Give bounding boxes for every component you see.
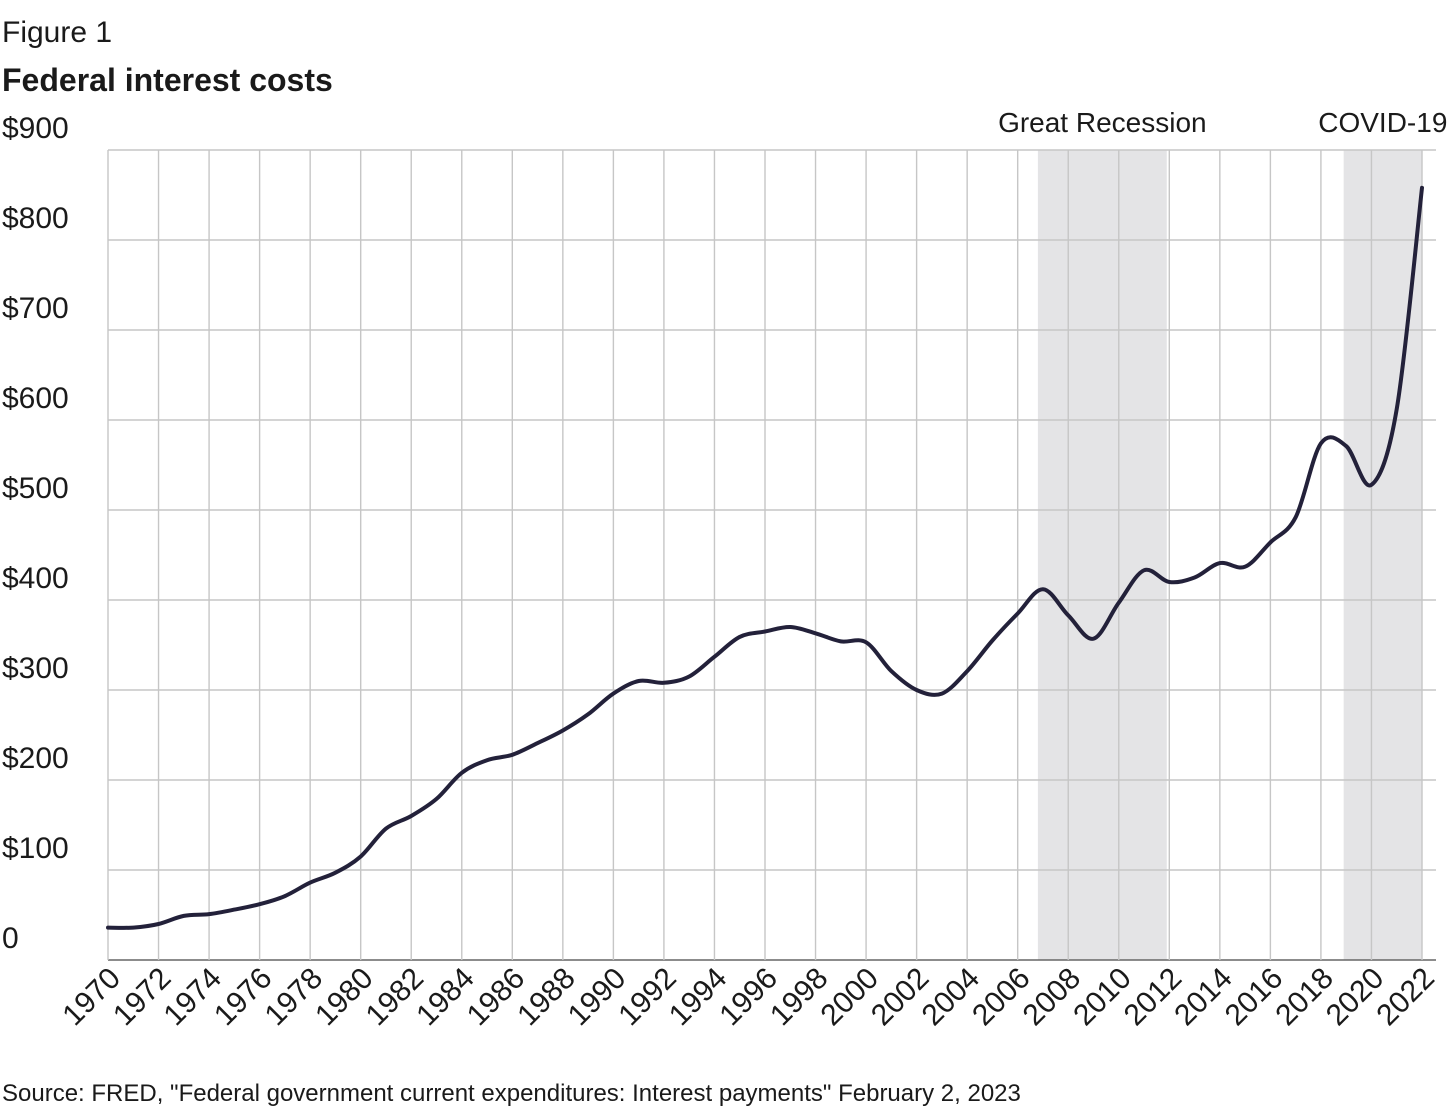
horizontal-gridlines <box>108 149 1436 961</box>
y-tick-label-300: $300 <box>2 652 69 685</box>
x-tick-label-1994: 1994 <box>663 962 734 1033</box>
y-tick-label-900: $900 <box>2 112 69 145</box>
shaded-regions <box>1037 150 1422 960</box>
x-tick-label-1986: 1986 <box>461 962 532 1033</box>
x-tick-label-1984: 1984 <box>410 962 481 1033</box>
chart-title: Federal interest costs <box>2 62 333 98</box>
x-tick-label-1972: 1972 <box>107 962 178 1033</box>
x-tick-label-2022: 2022 <box>1370 962 1441 1033</box>
vertical-gridlines <box>107 150 1423 960</box>
x-tick-label-2006: 2006 <box>966 962 1037 1033</box>
x-tick-label-1978: 1978 <box>259 962 330 1033</box>
x-tick-label-1988: 1988 <box>511 962 582 1033</box>
y-tick-label-200: $200 <box>2 742 69 775</box>
x-tick-label-2000: 2000 <box>814 962 885 1033</box>
x-tick-label-1990: 1990 <box>562 962 633 1033</box>
x-tick-label-2018: 2018 <box>1269 962 1340 1033</box>
y-tick-label-400: $400 <box>2 562 69 595</box>
x-tick-label-2008: 2008 <box>1017 962 1088 1033</box>
x-tick-label-2004: 2004 <box>916 962 987 1033</box>
y-tick-label-700: $700 <box>2 292 69 325</box>
x-tick-label-1970: 1970 <box>56 962 127 1033</box>
source-note: Source: FRED, "Federal government curren… <box>2 1080 1021 1107</box>
x-axis-tick-labels: 1970197219741976197819801982198419861988… <box>56 962 1441 1033</box>
x-tick-label-1976: 1976 <box>208 962 279 1033</box>
x-tick-label-2014: 2014 <box>1168 962 1239 1033</box>
x-tick-label-1974: 1974 <box>157 962 228 1033</box>
x-tick-label-1980: 1980 <box>309 962 380 1033</box>
series-lines <box>106 185 1424 930</box>
shade-great-recession <box>1037 150 1167 960</box>
x-tick-label-1992: 1992 <box>612 962 683 1033</box>
x-tick-label-2012: 2012 <box>1118 962 1189 1033</box>
x-tick-label-2010: 2010 <box>1067 962 1138 1033</box>
shade-label-great-recession: Great Recession <box>998 107 1207 138</box>
y-tick-label-500: $500 <box>2 472 69 505</box>
y-tick-label-800: $800 <box>2 202 69 235</box>
x-tick-label-2016: 2016 <box>1219 962 1290 1033</box>
y-tick-label-600: $600 <box>2 382 69 415</box>
x-tick-label-1996: 1996 <box>713 962 784 1033</box>
line-chart: Great Recession COVID-19 0 $100 $200 $300 $40… <box>2 107 1447 1033</box>
x-tick-label-2020: 2020 <box>1320 962 1391 1033</box>
x-tick-label-1998: 1998 <box>764 962 835 1033</box>
shaded-region-labels: Great Recession COVID-19 <box>998 107 1447 138</box>
y-tick-label-0: 0 <box>2 922 19 955</box>
series-line-0 <box>106 185 1424 930</box>
x-tick-label-1982: 1982 <box>360 962 431 1033</box>
y-axis-tick-labels: 0 $100 $200 $300 $400 $500 $600 $700 $800 $900 <box>2 112 69 955</box>
y-tick-label-100: $100 <box>2 832 69 865</box>
figure-label: Figure 1 <box>2 16 113 49</box>
x-tick-label-2002: 2002 <box>865 962 936 1033</box>
shade-label-covid-19: COVID-19 <box>1318 107 1447 138</box>
shade-covid-19 <box>1343 150 1422 960</box>
